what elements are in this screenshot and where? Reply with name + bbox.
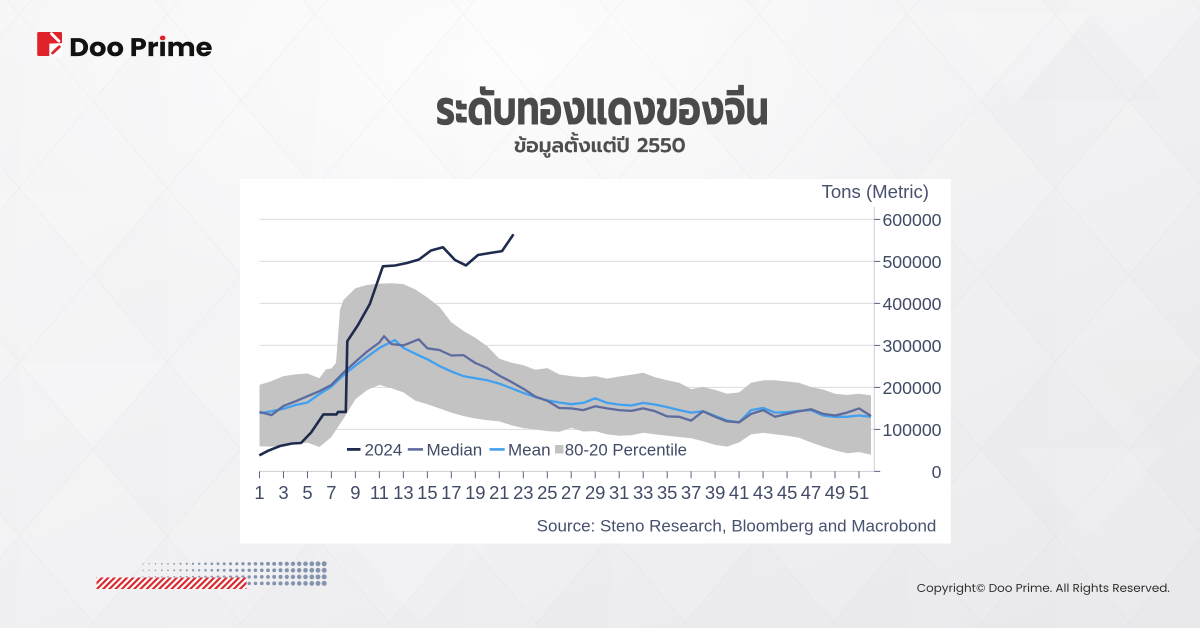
- svg-text:100000: 100000: [882, 420, 941, 440]
- svg-text:43: 43: [753, 482, 773, 503]
- svg-text:37: 37: [681, 482, 701, 503]
- svg-text:33: 33: [633, 482, 653, 503]
- svg-text:13: 13: [393, 482, 413, 503]
- svg-text:300000: 300000: [882, 336, 941, 356]
- svg-text:80-20 Percentile: 80-20 Percentile: [565, 441, 687, 460]
- svg-text:200000: 200000: [882, 378, 941, 398]
- svg-text:45: 45: [777, 482, 797, 503]
- svg-text:49: 49: [825, 482, 845, 503]
- svg-text:11: 11: [370, 482, 389, 503]
- svg-text:31: 31: [609, 482, 629, 503]
- svg-text:Median: Median: [427, 441, 483, 460]
- svg-text:29: 29: [585, 482, 605, 503]
- svg-text:23: 23: [513, 482, 533, 503]
- svg-text:25: 25: [537, 482, 557, 503]
- svg-text:9: 9: [350, 482, 360, 503]
- svg-text:600000: 600000: [882, 210, 941, 230]
- svg-text:17: 17: [441, 482, 461, 503]
- svg-text:400000: 400000: [882, 294, 941, 314]
- svg-text:41: 41: [729, 482, 749, 503]
- svg-text:Source: Steno Research, Bloomb: Source: Steno Research, Bloomberg and Ma…: [537, 517, 937, 536]
- svg-text:5: 5: [302, 482, 312, 503]
- svg-text:1: 1: [254, 482, 264, 503]
- svg-text:19: 19: [465, 482, 485, 503]
- svg-text:7: 7: [326, 482, 336, 503]
- svg-text:500000: 500000: [882, 252, 941, 272]
- svg-text:47: 47: [801, 482, 821, 503]
- svg-text:15: 15: [417, 482, 437, 503]
- svg-text:51: 51: [849, 482, 869, 503]
- svg-text:3: 3: [278, 482, 288, 503]
- svg-text:39: 39: [705, 482, 725, 503]
- svg-text:2024: 2024: [365, 441, 403, 460]
- svg-text:21: 21: [489, 482, 509, 503]
- svg-text:0: 0: [932, 462, 942, 482]
- svg-text:27: 27: [561, 482, 581, 503]
- svg-text:Tons (Metric): Tons (Metric): [822, 181, 929, 202]
- svg-text:Mean: Mean: [508, 441, 551, 460]
- svg-text:35: 35: [657, 482, 677, 503]
